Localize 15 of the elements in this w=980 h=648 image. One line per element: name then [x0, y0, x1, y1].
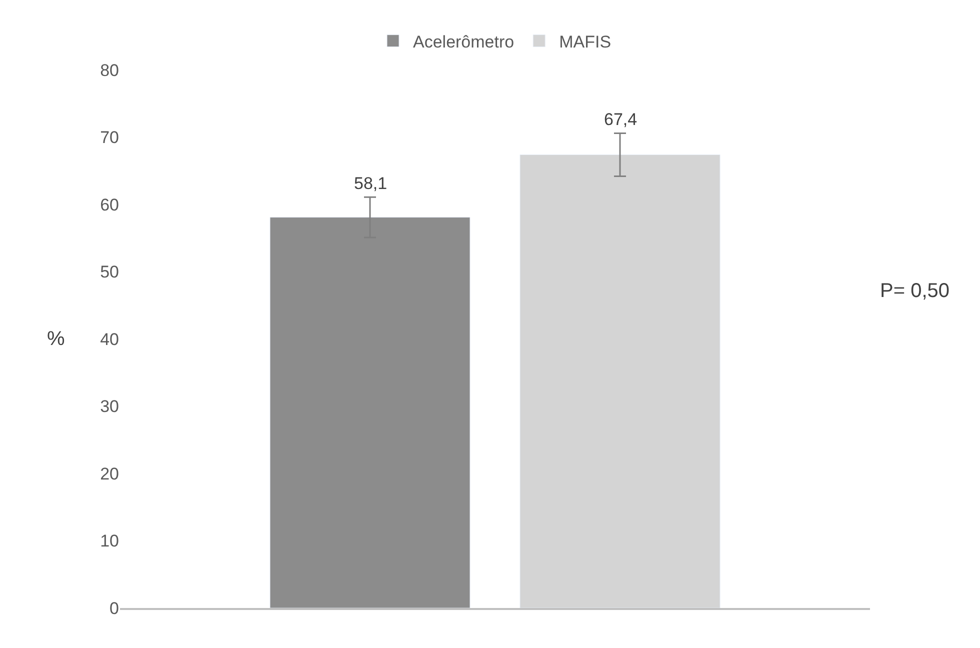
y-tick-label: 0 [110, 598, 119, 618]
y-tick-label: 10 [100, 532, 119, 551]
y-tick-label: 70 [100, 128, 119, 148]
data-label: 67,4 [604, 110, 638, 129]
y-tick-label: 50 [100, 262, 119, 282]
y-tick-label: 60 [100, 195, 119, 214]
legend-label: MAFIS [559, 32, 612, 52]
legend-label: Acelerômetro [413, 32, 514, 52]
data-label: 58,1 [354, 174, 388, 193]
y-tick-label: 20 [100, 464, 119, 484]
y-tick-label: 80 [100, 60, 119, 80]
text: P= 0,50 [880, 280, 950, 302]
y-tick-label: 30 [100, 397, 119, 416]
y-axis-title: % [47, 328, 65, 350]
y-tick-label: 40 [100, 330, 119, 349]
